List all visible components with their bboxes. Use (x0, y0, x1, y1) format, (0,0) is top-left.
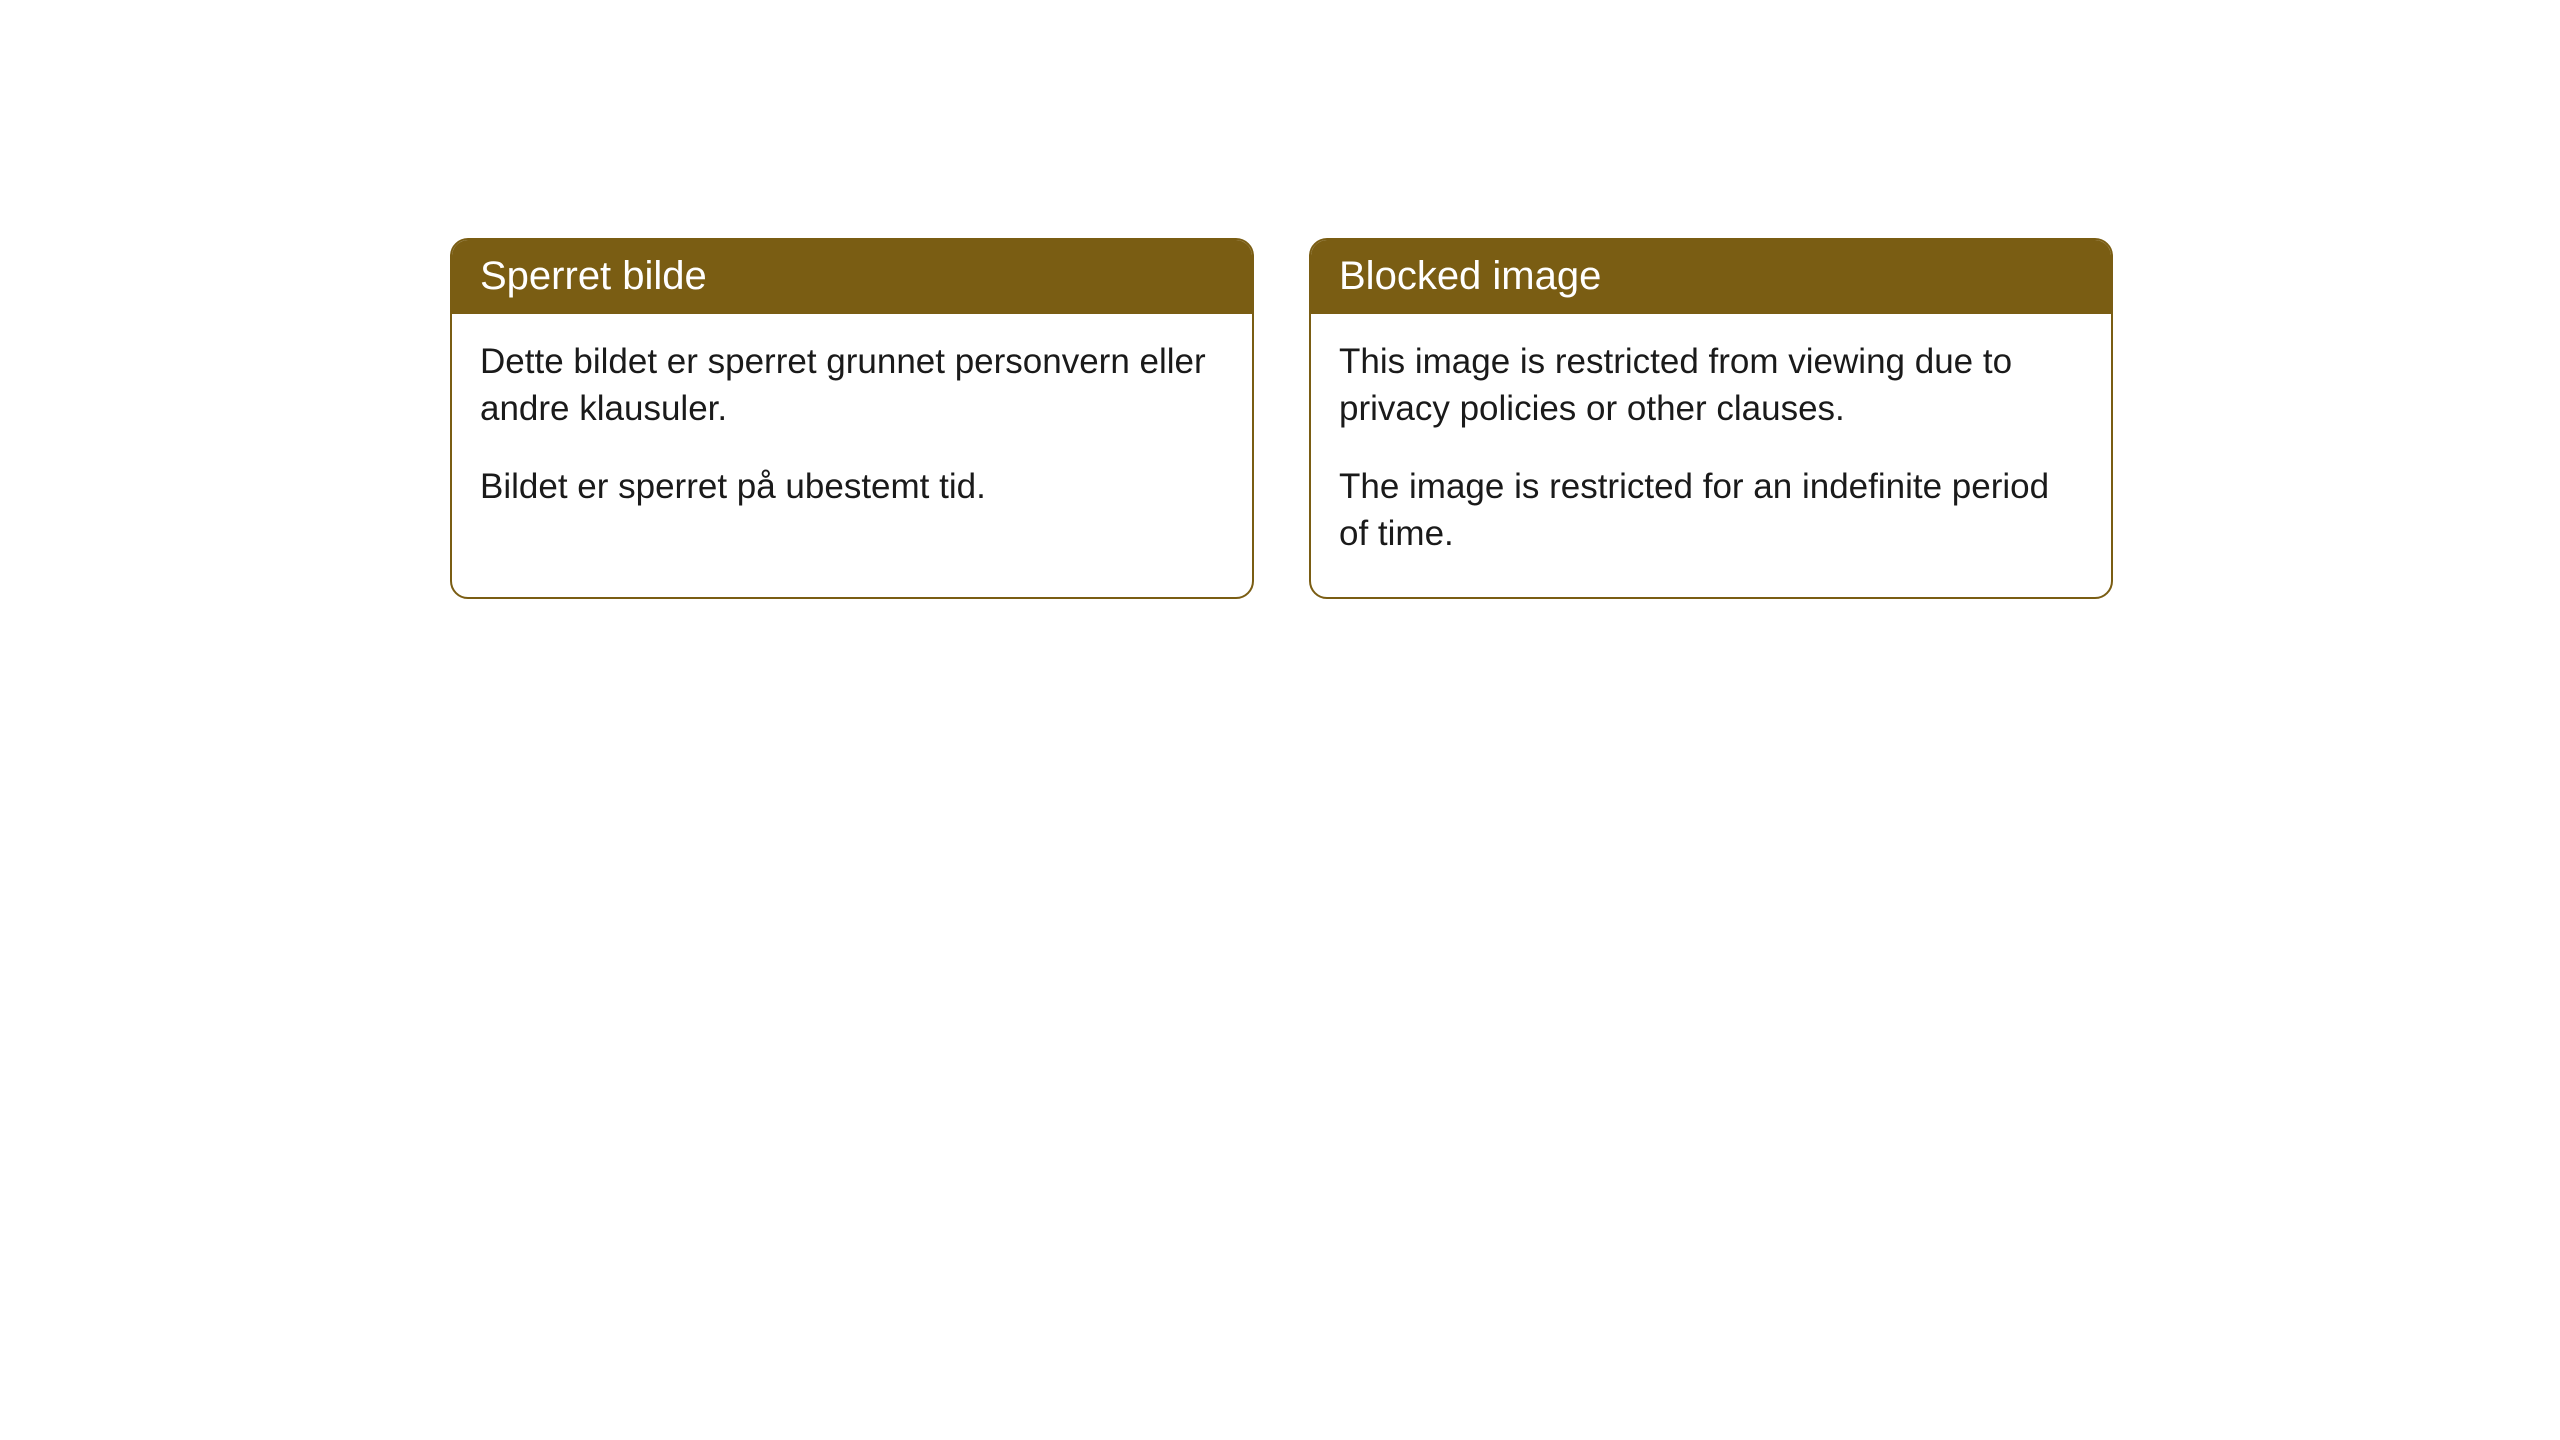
card-body: Dette bildet er sperret grunnet personve… (452, 314, 1252, 550)
notice-card-en: Blocked image This image is restricted f… (1309, 238, 2113, 599)
card-title: Sperret bilde (480, 254, 707, 298)
card-paragraph: Dette bildet er sperret grunnet personve… (480, 338, 1224, 433)
card-body: This image is restricted from viewing du… (1311, 314, 2111, 597)
card-header: Blocked image (1311, 240, 2111, 314)
card-header: Sperret bilde (452, 240, 1252, 314)
card-title: Blocked image (1339, 254, 1601, 298)
notice-card-no: Sperret bilde Dette bildet er sperret gr… (450, 238, 1254, 599)
card-paragraph: The image is restricted for an indefinit… (1339, 463, 2083, 558)
notice-cards-container: Sperret bilde Dette bildet er sperret gr… (0, 0, 2560, 599)
card-paragraph: Bildet er sperret på ubestemt tid. (480, 463, 1224, 510)
card-paragraph: This image is restricted from viewing du… (1339, 338, 2083, 433)
